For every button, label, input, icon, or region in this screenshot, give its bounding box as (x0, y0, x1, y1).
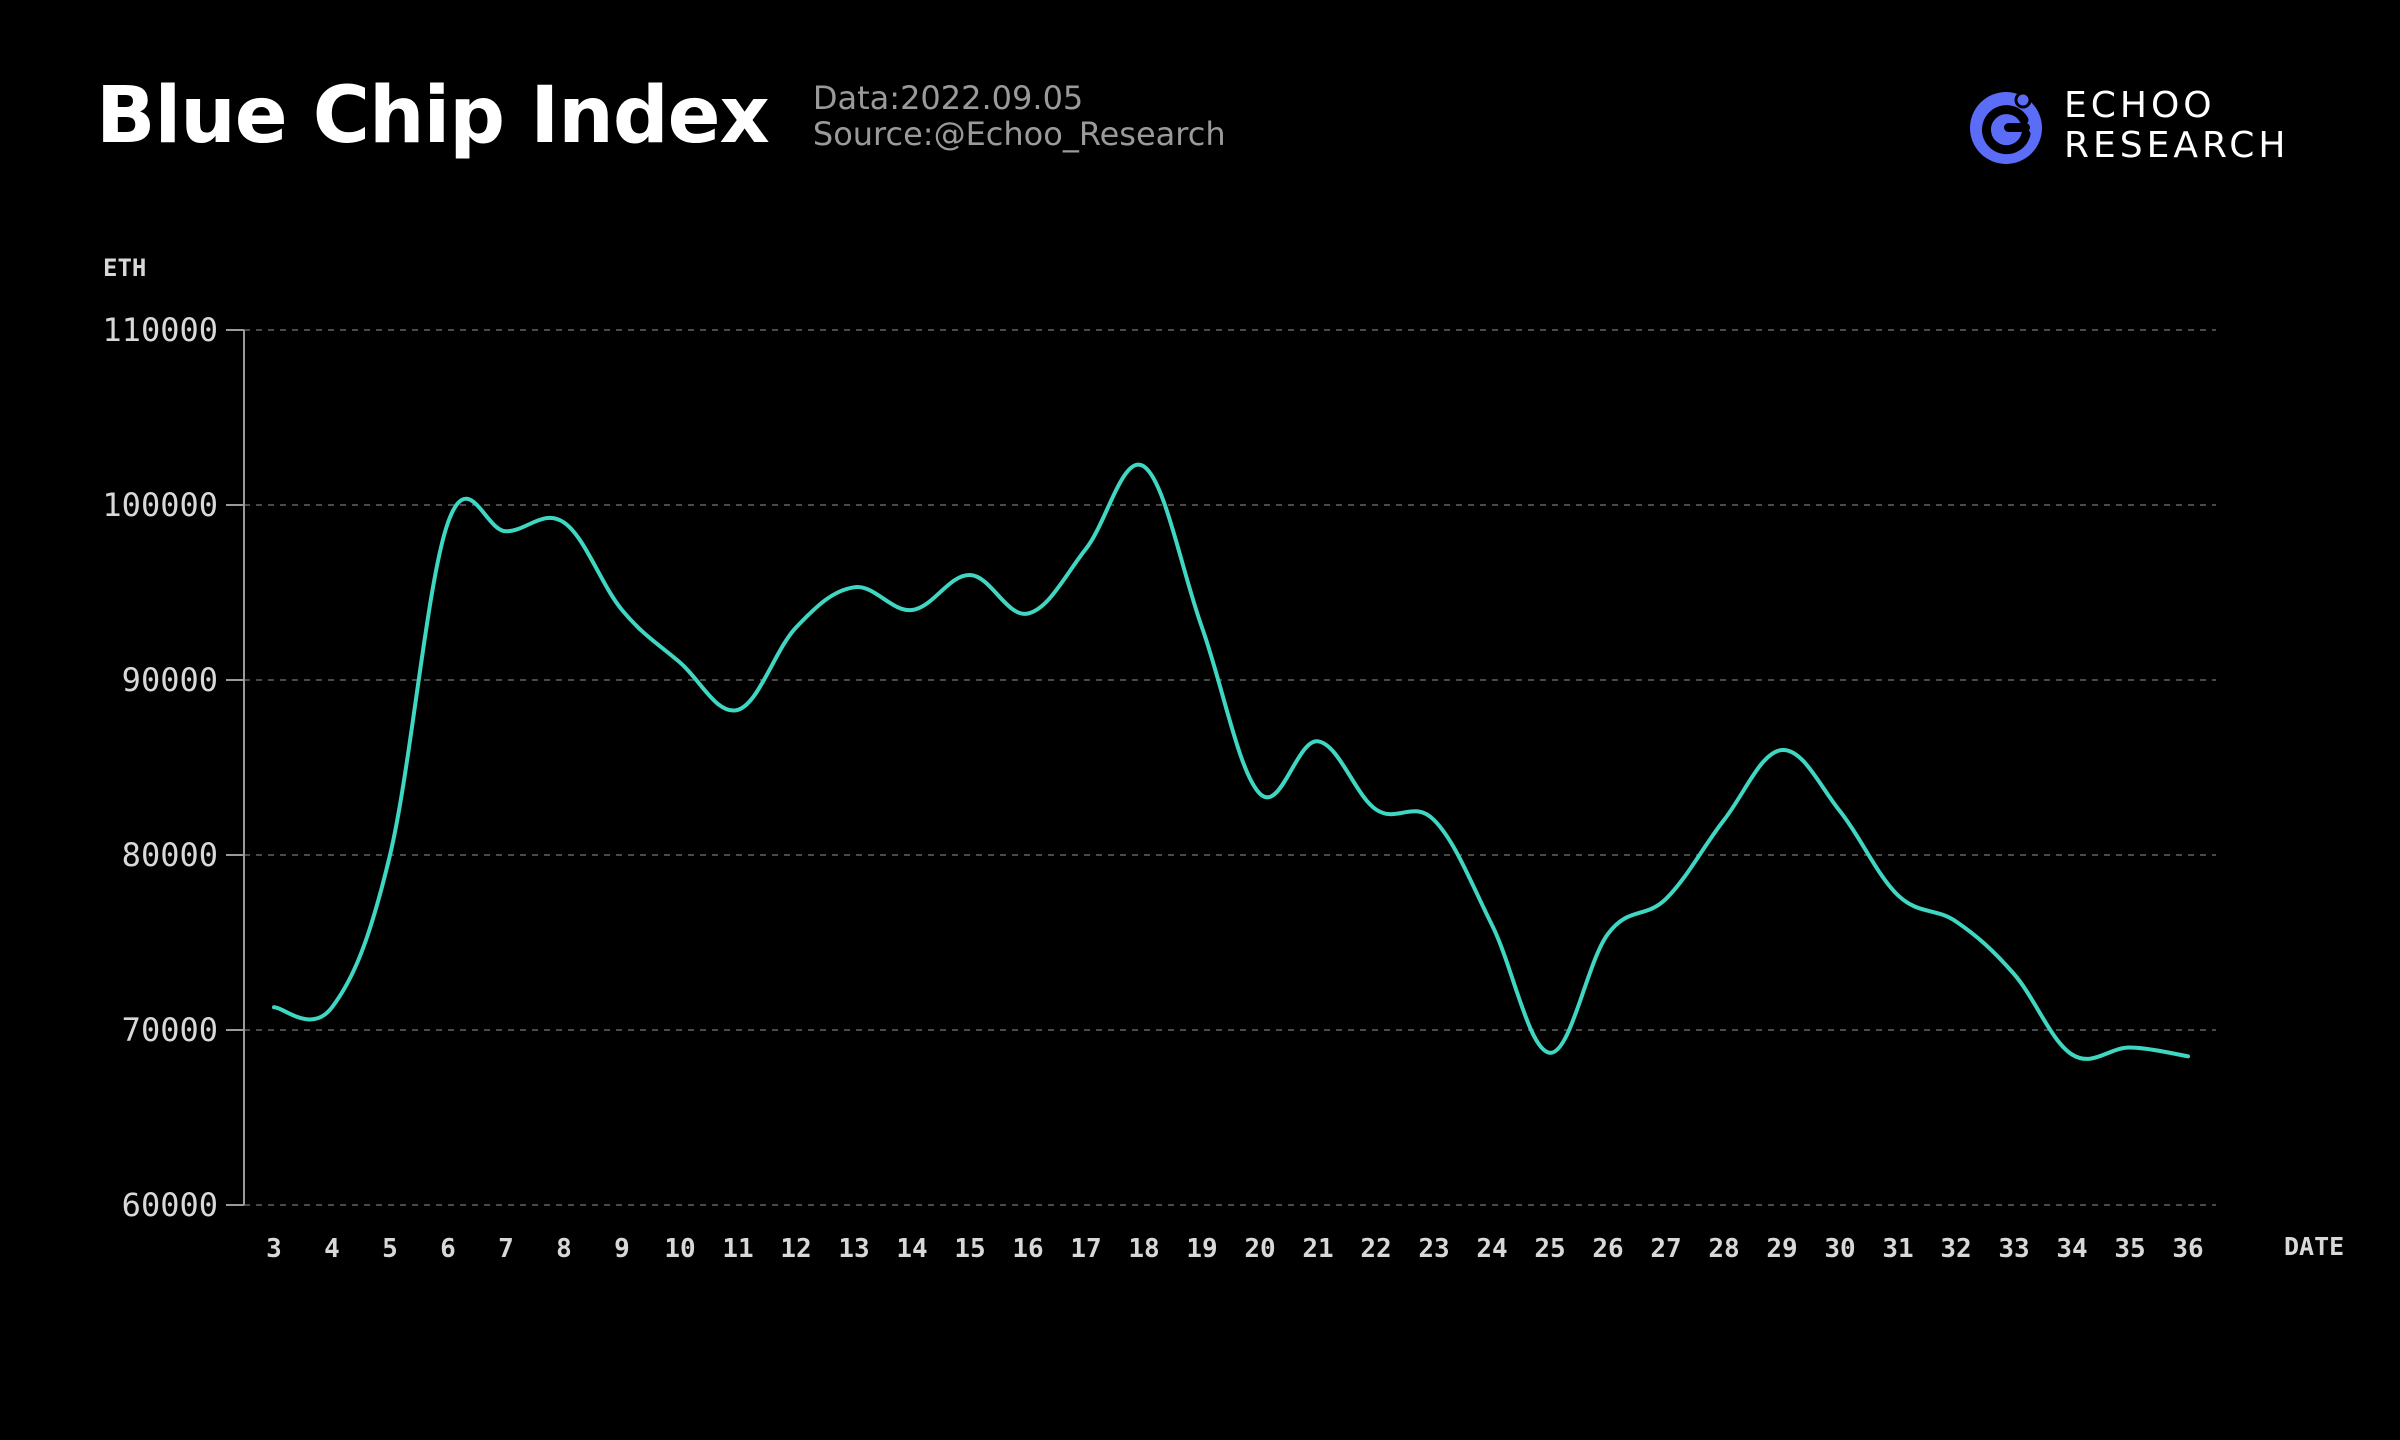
x-tick-label: 33 (1998, 1234, 2029, 1264)
data-source: Source:@Echoo_Research (812, 115, 1226, 153)
echoo-logo-icon (1970, 91, 2042, 164)
x-tick-label: 19 (1186, 1234, 1217, 1264)
x-tick-label: 32 (1940, 1234, 1971, 1264)
x-tick-label: 9 (614, 1234, 630, 1264)
logo-line-1: ECHOO (2064, 85, 2216, 126)
x-tick-label: 26 (1592, 1234, 1623, 1264)
x-tick-label: 13 (838, 1234, 869, 1264)
x-tick-label: 12 (780, 1234, 811, 1264)
x-tick-label: 18 (1128, 1234, 1159, 1264)
x-tick-label: 24 (1476, 1234, 1507, 1264)
logo-wordmark: ECHOO RESEARCH (2064, 86, 2289, 166)
y-tick-label: 80000 (122, 836, 218, 874)
y-tick-label: 90000 (122, 661, 218, 699)
logo-line-2: RESEARCH (2064, 125, 2290, 166)
x-tick-label: 7 (498, 1234, 514, 1264)
x-tick-label: 15 (954, 1234, 985, 1264)
series-line (272, 462, 2190, 1061)
x-axis-label: DATE (2284, 1232, 2344, 1261)
x-tick-label: 16 (1012, 1234, 1043, 1264)
x-tick-label: 8 (556, 1234, 572, 1264)
x-tick-label: 31 (1882, 1234, 1913, 1264)
chart-meta: Data:2022.09.05 Source:@Echoo_Research (813, 80, 1226, 152)
x-tick-label: 35 (2114, 1234, 2145, 1264)
brand-logo: ECHOO RESEARCH (1966, 86, 2289, 166)
x-tick-label: 14 (896, 1234, 927, 1264)
x-tick-label: 17 (1070, 1234, 1101, 1264)
x-tick-label: 3 (266, 1234, 282, 1264)
x-tick-label: 29 (1766, 1234, 1797, 1264)
x-tick-label: 10 (664, 1234, 695, 1264)
x-axis-ticks: 3 4 5 6 7 8 9 10 11 12 13 14 15 16 17 18 19 20 21 22 23 24 25 2… (266, 1234, 2203, 1264)
x-tick-label: 23 (1418, 1234, 1449, 1264)
x-tick-label: 25 (1534, 1234, 1565, 1264)
x-tick-label: 6 (440, 1234, 456, 1264)
x-tick-label: 34 (2056, 1234, 2087, 1264)
y-tick-label: 70000 (122, 1011, 218, 1049)
x-tick-label: 21 (1302, 1234, 1333, 1264)
x-tick-label: 28 (1708, 1234, 1739, 1264)
x-tick-label: 20 (1244, 1234, 1275, 1264)
x-tick-label: 4 (324, 1234, 340, 1264)
x-tick-label: 22 (1360, 1234, 1391, 1264)
y-tick-label: 110000 (102, 311, 218, 349)
y-axis-label: ETH (103, 254, 146, 282)
chart-title: Blue Chip Index (96, 71, 770, 161)
y-axis-ticks: 60000 70000 80000 90000 100000 110000 (102, 311, 244, 1224)
x-tick-label: 11 (722, 1234, 753, 1264)
gridlines (244, 329, 2216, 1206)
x-tick-label: 30 (1824, 1234, 1855, 1264)
y-tick-label: 60000 (122, 1186, 218, 1224)
data-date: Data:2022.09.05 (812, 79, 1084, 117)
x-tick-label: 5 (382, 1234, 398, 1264)
chart-header: Blue Chip Index Data:2022.09.05 Source:@… (96, 62, 1226, 170)
x-tick-label: 27 (1650, 1234, 1681, 1264)
y-tick-label: 100000 (102, 486, 218, 524)
x-tick-label: 36 (2172, 1234, 2203, 1264)
